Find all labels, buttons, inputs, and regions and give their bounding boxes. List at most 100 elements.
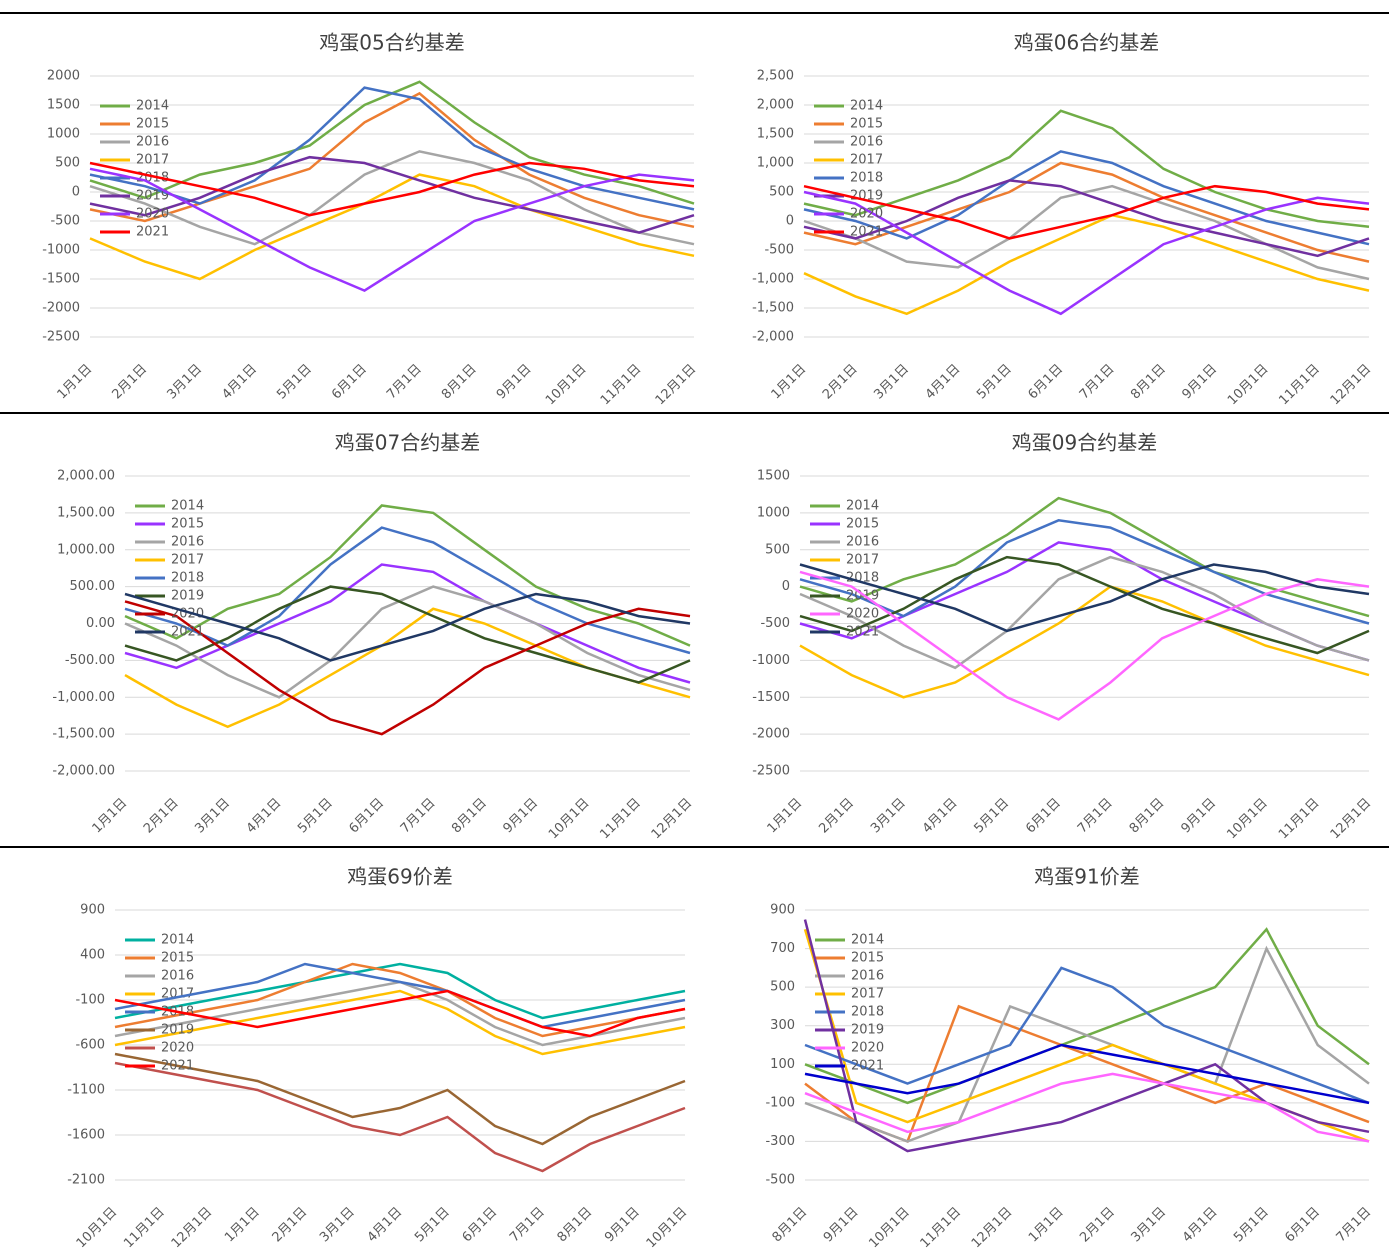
x-tick-label: 11月1日 <box>1276 796 1323 843</box>
y-tick-label: 0 <box>72 185 80 200</box>
series-line <box>114 962 686 1038</box>
series-line <box>799 585 1370 699</box>
legend-label: 2020 <box>136 207 169 222</box>
legend-label: 2016 <box>171 535 204 550</box>
x-tick-label: 10月1日 <box>1225 362 1272 409</box>
x-tick-label: 12月1日 <box>1328 362 1375 409</box>
legend-label: 2015 <box>846 517 879 532</box>
series-line <box>803 184 1370 240</box>
chart-title: 鸡蛋06合约基差 <box>1014 31 1159 55</box>
x-tick-label: 8月1日 <box>555 1205 596 1246</box>
legend-label: 2017 <box>846 553 879 568</box>
x-tick-label: 1月1日 <box>765 796 806 837</box>
x-tick-label: 4月1日 <box>365 1205 406 1246</box>
y-tick-label: -2500 <box>752 764 790 779</box>
legend-label: 2021 <box>136 225 169 240</box>
legend-label: 2020 <box>851 1041 884 1056</box>
series-line <box>803 190 1370 316</box>
x-tick-label: 1月1日 <box>222 1205 263 1246</box>
y-tick-label: 1,500.00 <box>57 505 115 520</box>
series-line <box>799 555 1370 670</box>
y-tick-label: -1000 <box>752 653 790 668</box>
series-line <box>803 179 1370 258</box>
series-line <box>114 989 686 1038</box>
series-line <box>799 496 1370 618</box>
legend-label: 2015 <box>850 117 883 132</box>
legend-label: 2019 <box>851 1023 884 1038</box>
x-tick-label: 9月1日 <box>602 1205 643 1246</box>
series-line <box>114 989 686 1056</box>
series-line <box>114 962 686 1029</box>
y-tick-label: 2000 <box>47 69 80 84</box>
x-tick-label: 6月1日 <box>329 362 370 403</box>
y-tick-label: 1000 <box>757 505 790 520</box>
y-tick-label: -500 <box>765 1173 795 1188</box>
legend-label: 2014 <box>171 499 204 514</box>
x-tick-label: 9月1日 <box>1180 362 1221 403</box>
legend-label: 2016 <box>161 969 194 984</box>
series-line <box>89 155 695 234</box>
series-line <box>804 966 1370 1105</box>
x-tick-label: 7月1日 <box>1077 362 1118 403</box>
x-tick-label: 3月1日 <box>317 1205 358 1246</box>
series-line <box>124 592 691 662</box>
legend-label: 2018 <box>851 1005 884 1020</box>
y-tick-label: 1500 <box>47 98 80 113</box>
y-tick-label: 2,500 <box>757 69 794 84</box>
legend-label: 2021 <box>171 625 204 640</box>
legend-label: 2014 <box>846 499 879 514</box>
y-tick-label: -100 <box>765 1095 795 1110</box>
x-tick-label: 5月1日 <box>412 1205 453 1246</box>
x-tick-label: 4月1日 <box>219 362 260 403</box>
y-tick-label: -1,000 <box>752 272 794 287</box>
y-tick-label: -500 <box>50 214 80 229</box>
legend-label: 2017 <box>171 553 204 568</box>
y-tick-label: -500 <box>760 616 790 631</box>
series-line <box>804 1043 1370 1105</box>
separator <box>0 412 1389 414</box>
series-line <box>799 555 1370 655</box>
y-tick-label: -1,000.00 <box>52 690 115 705</box>
separator <box>0 12 1389 14</box>
legend-label: 2021 <box>161 1059 194 1074</box>
legend-label: 2016 <box>851 969 884 984</box>
x-tick-label: 2月1日 <box>820 362 861 403</box>
legend-label: 2017 <box>136 153 169 168</box>
x-tick-label: 5月1日 <box>1231 1205 1272 1246</box>
y-tick-label: 1500 <box>757 469 790 484</box>
legend-label: 2016 <box>136 135 169 150</box>
x-tick-label: 1月1日 <box>769 362 810 403</box>
x-tick-label: 10月1日 <box>543 362 590 409</box>
x-tick-label: 12月1日 <box>653 362 700 409</box>
y-tick-label: 500 <box>769 185 794 200</box>
x-tick-label: 3月1日 <box>1129 1205 1170 1246</box>
y-tick-label: -1600 <box>67 1128 105 1143</box>
y-tick-label: -300 <box>765 1134 795 1149</box>
y-tick-label: 700 <box>770 941 795 956</box>
x-tick-label: 10月1日 <box>546 796 593 843</box>
series-line <box>124 607 691 729</box>
x-tick-label: 4月1日 <box>1180 1205 1221 1246</box>
series-line <box>803 150 1370 246</box>
x-tick-label: 7月1日 <box>398 796 439 837</box>
x-tick-label: 1月1日 <box>55 362 96 403</box>
series-line <box>89 86 695 211</box>
legend-label: 2018 <box>171 571 204 586</box>
series-line <box>799 570 1370 721</box>
y-tick-label: -1500 <box>42 272 80 287</box>
y-tick-label: 400 <box>80 948 105 963</box>
y-tick-label: -100 <box>75 993 105 1008</box>
chart-title: 鸡蛋07合约基差 <box>335 431 480 455</box>
series-line <box>803 109 1370 229</box>
x-tick-label: 8月1日 <box>439 362 480 403</box>
x-tick-label: 12月1日 <box>969 1205 1016 1252</box>
y-tick-label: -500.00 <box>65 653 115 668</box>
x-tick-label: 8月1日 <box>449 796 490 837</box>
x-tick-label: 10月1日 <box>1224 796 1271 843</box>
x-tick-label: 2月1日 <box>110 362 151 403</box>
y-tick-label: 100 <box>770 1057 795 1072</box>
x-tick-label: 4月1日 <box>923 362 964 403</box>
y-tick-label: 500.00 <box>70 579 116 594</box>
x-tick-label: 4月1日 <box>920 796 961 837</box>
